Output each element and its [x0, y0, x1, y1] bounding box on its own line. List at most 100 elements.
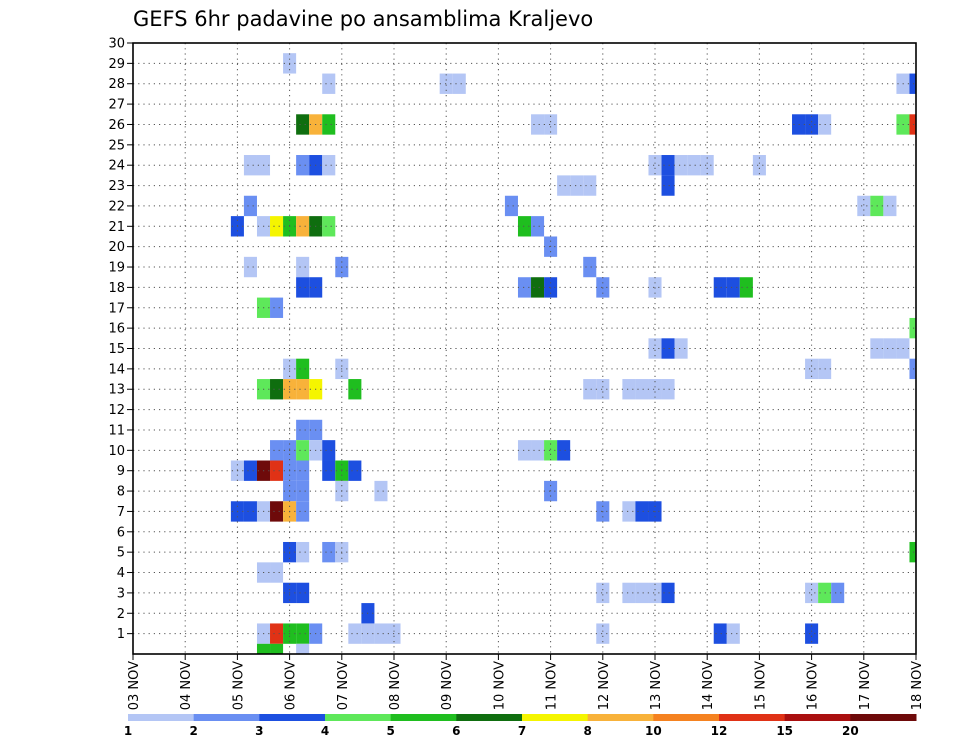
heatmap-cell: [648, 379, 662, 400]
heatmap-cell: [296, 358, 310, 380]
chart-title: GEFS 6hr padavine po ansamblima Kraljevo: [133, 7, 593, 31]
heatmap-cell: [374, 623, 388, 644]
y-tick-label: 14: [108, 362, 125, 377]
y-tick-label: 9: [117, 464, 125, 479]
y-tick-label: 10: [108, 444, 125, 459]
heatmap-cell: [348, 623, 362, 644]
heatmap-cell: [322, 155, 336, 176]
x-axis: 03 NOV 04 NOV 05 NOV 06 NOV 07 NOV 08 NOV 09 N…: [127, 654, 925, 710]
legend-label: 4: [321, 724, 329, 738]
x-tick-label: 10 NOV: [492, 661, 507, 710]
y-tick-label: 13: [108, 383, 125, 398]
y-tick-label: 22: [108, 199, 125, 214]
x-tick-label: 08 NOV: [388, 661, 403, 710]
legend-swatch: [128, 714, 195, 721]
x-tick-label: 14 NOV: [701, 661, 716, 710]
y-tick-label: 18: [108, 281, 125, 296]
heatmap-cell: [322, 114, 336, 135]
legend-label: 7: [518, 724, 526, 738]
legend-label: 12: [711, 724, 728, 738]
y-tick-label: 7: [117, 505, 125, 520]
y-tick-label: 6: [117, 525, 125, 540]
heatmap-cell: [296, 460, 310, 481]
heatmap-cell: [374, 480, 388, 502]
x-tick-label: 15 NOV: [753, 661, 768, 710]
heatmap-cell: [256, 643, 271, 654]
heatmap-cell: [544, 440, 558, 461]
x-tick-label: 18 NOV: [910, 661, 925, 710]
heatmap-cell: [243, 155, 257, 176]
heatmap-cell: [596, 623, 610, 644]
legend: 1 2 3 4 5 6 7 8 10 12 15 20: [124, 714, 917, 738]
heatmap-cell: [883, 338, 897, 359]
heatmap-cell: [661, 175, 675, 196]
heatmap-cell: [243, 460, 257, 481]
x-tick-label: 16 NOV: [806, 661, 821, 710]
legend-swatch: [259, 714, 326, 721]
y-tick-label: 15: [108, 342, 125, 357]
heatmap-cell: [831, 582, 845, 604]
heatmap-cell: [243, 501, 257, 522]
y-tick-label: 27: [108, 98, 125, 113]
heatmap-cell: [805, 358, 819, 380]
heatmap-cell: [557, 440, 571, 461]
y-tick-label: 16: [108, 322, 125, 337]
heatmap-cell: [452, 73, 466, 94]
heatmap-cell: [322, 73, 336, 94]
heatmap-cell: [739, 277, 753, 298]
y-tick-label: 20: [108, 240, 125, 255]
heatmap-cell: [531, 114, 545, 135]
y-tick-label: 19: [108, 261, 125, 276]
heatmap-cell: [661, 155, 675, 176]
heatmap-cell: [296, 541, 310, 563]
heatmap-cell: [805, 582, 819, 604]
heatmap-cell: [661, 582, 675, 604]
x-tick-label: 13 NOV: [649, 661, 664, 710]
heatmap-cell: [805, 114, 819, 135]
legend-label: 6: [452, 724, 460, 738]
heatmap-cell: [661, 379, 675, 400]
heatmap-cell: [544, 114, 558, 135]
y-tick-label: 2: [117, 607, 125, 622]
heatmap-cell: [583, 175, 597, 196]
heatmap-cell: [883, 195, 897, 217]
heatmap-cell: [322, 216, 336, 237]
heatmap-cell: [583, 256, 597, 278]
heatmap-cell: [322, 541, 336, 563]
legend-swatch: [587, 714, 654, 721]
y-tick-label: 3: [117, 586, 125, 601]
heatmap-cell: [517, 440, 532, 461]
heatmap-cell: [531, 216, 545, 237]
heatmap-cell: [270, 440, 284, 461]
y-tick-label: 26: [108, 118, 125, 133]
y-tick-label: 4: [117, 566, 125, 581]
heatmap-cell: [805, 623, 819, 644]
heatmap-cell: [296, 582, 310, 604]
legend-swatch: [325, 714, 392, 721]
heatmap-cell: [635, 582, 649, 604]
heatmap-cell: [909, 541, 916, 563]
legend-swatch: [719, 714, 786, 721]
heatmap-cell: [270, 216, 284, 237]
heatmap-cell: [570, 175, 584, 196]
legend-swatch: [193, 714, 260, 721]
heatmap-cell: [557, 175, 571, 196]
y-tick-label: 23: [108, 179, 125, 194]
heatmap-cell: [243, 256, 257, 278]
y-tick-label: 17: [108, 301, 125, 316]
y-tick-label: 11: [108, 423, 125, 438]
y-tick-label: 8: [117, 485, 125, 500]
legend-label: 2: [189, 724, 197, 738]
heatmap-cell: [674, 338, 688, 359]
legend-label: 1: [124, 724, 132, 738]
heatmap-cell: [622, 379, 636, 400]
legend-label: 15: [776, 724, 793, 738]
heatmap-cell: [296, 501, 310, 522]
legend-label: 10: [645, 724, 662, 738]
heatmap-cell: [622, 501, 636, 522]
y-tick-label: 21: [108, 220, 125, 235]
x-tick-label: 06 NOV: [284, 661, 299, 710]
heatmap-cell: [296, 480, 310, 502]
legend-swatch: [784, 714, 851, 721]
